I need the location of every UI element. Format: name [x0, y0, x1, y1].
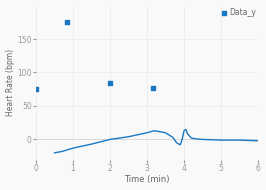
Data_y: [108, 81, 112, 84]
Legend: Data_y: Data_y: [222, 8, 256, 17]
Data_y: [151, 86, 155, 89]
X-axis label: Time (min): Time (min): [124, 175, 170, 184]
Data_y: [34, 88, 38, 91]
Y-axis label: Heart Rate (bpm): Heart Rate (bpm): [6, 49, 15, 116]
Data_y: [65, 21, 70, 24]
